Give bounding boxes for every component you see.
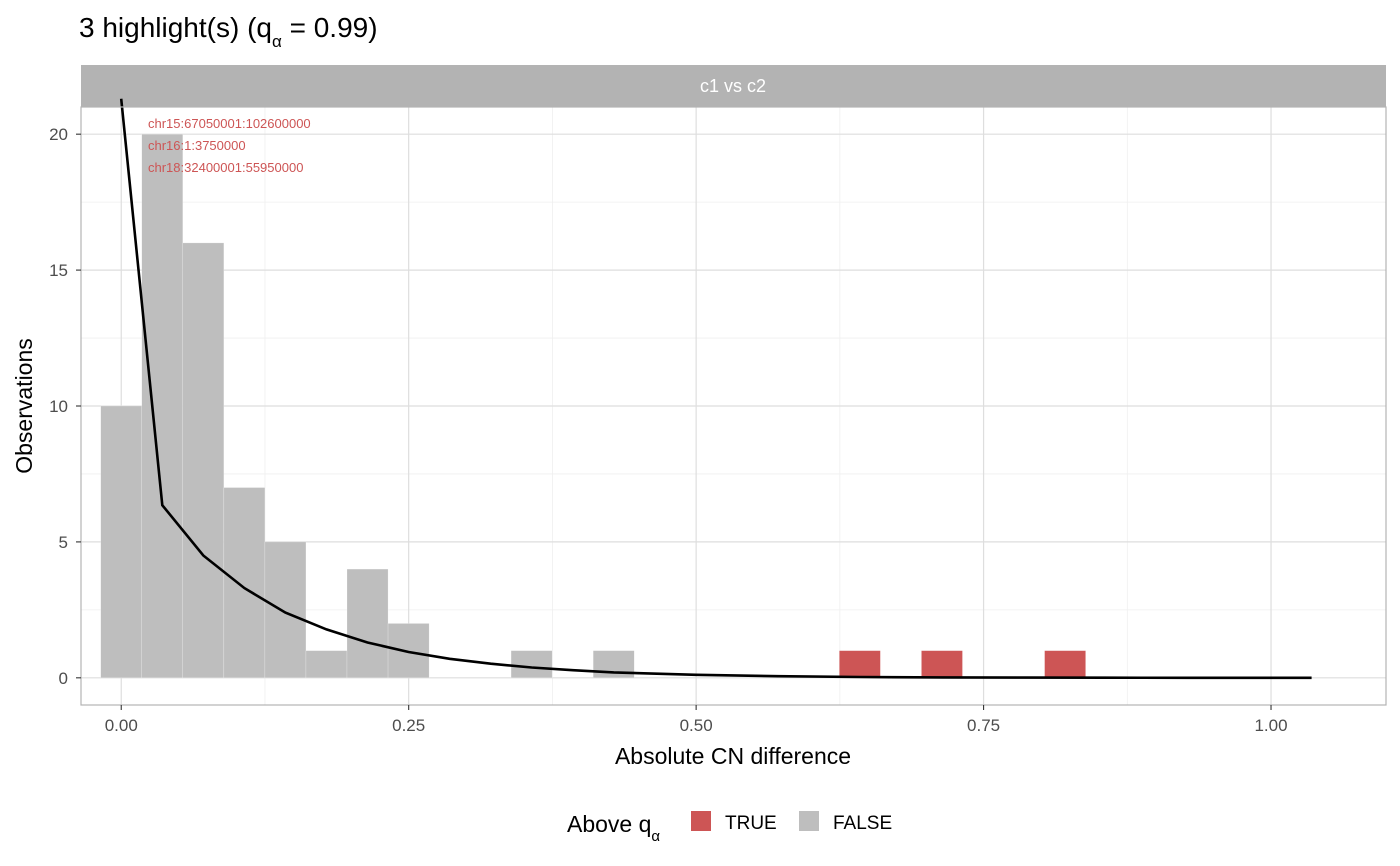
- legend-label-true: TRUE: [725, 813, 777, 834]
- y-tick-label: 10: [49, 397, 68, 416]
- legend-label-false: FALSE: [833, 813, 892, 834]
- legend-swatch-true: [691, 811, 711, 831]
- x-tick-label: 0.75: [967, 716, 1000, 735]
- histogram-bar: [305, 650, 348, 679]
- y-tick-label: 0: [59, 669, 68, 688]
- histogram-bar-above: [921, 650, 963, 679]
- legend: Above qα TRUE FALSE: [567, 811, 892, 845]
- x-axis-ticks: 0.00 0.25 0.50 0.75 1.00: [105, 705, 1288, 735]
- histogram-bar: [264, 541, 307, 679]
- x-tick-label: 0.50: [680, 716, 713, 735]
- histogram-bar: [510, 650, 553, 679]
- x-tick-label: 0.25: [392, 716, 425, 735]
- legend-swatch-false: [799, 811, 819, 831]
- chart-title: 3 highlight(s) (qα = 0.99): [79, 12, 378, 51]
- annotation-label: chr16:1:3750000: [148, 138, 246, 153]
- x-tick-label: 0.00: [105, 716, 138, 735]
- histogram-bar: [223, 487, 266, 679]
- facet-strip: [81, 65, 1386, 107]
- annotation-label: chr15:67050001:102600000: [148, 116, 311, 131]
- y-axis-title: Observations: [11, 338, 37, 474]
- x-tick-label: 1.00: [1254, 716, 1287, 735]
- x-axis-title: Absolute CN difference: [615, 743, 851, 769]
- fit-curve: [119, 98, 1312, 680]
- annotation-label: chr18:32400001:55950000: [148, 160, 303, 175]
- histogram-bar: [141, 133, 184, 679]
- histogram-bar: [346, 568, 389, 679]
- legend-title: Above qα: [567, 811, 660, 845]
- histogram-bar: [387, 623, 430, 679]
- histogram-bar-above: [1044, 650, 1086, 679]
- histogram-bar: [182, 242, 225, 679]
- annotations: chr15:67050001:102600000 chr16:1:3750000 c…: [148, 116, 311, 175]
- y-tick-label: 5: [59, 533, 68, 552]
- histogram-bar-above: [839, 650, 881, 679]
- histogram-bars: [100, 133, 1086, 679]
- y-tick-label: 15: [49, 261, 68, 280]
- histogram-bar: [100, 405, 142, 679]
- y-axis-ticks: 0 5 10 15 20: [49, 125, 81, 688]
- facet-label: c1 vs c2: [700, 76, 766, 96]
- y-tick-label: 20: [49, 125, 68, 144]
